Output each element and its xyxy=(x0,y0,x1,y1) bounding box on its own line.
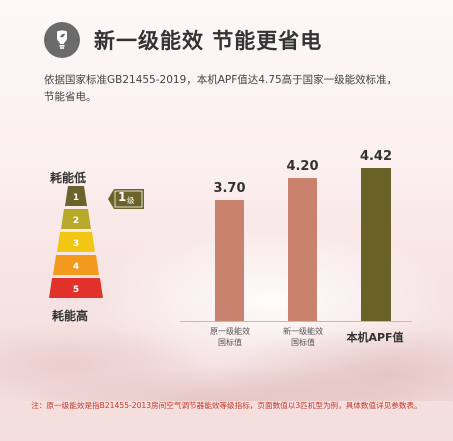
bar-this-unit-apf xyxy=(361,168,391,321)
level-band-5 xyxy=(49,278,103,298)
leaf-bulb-icon xyxy=(44,22,80,58)
current-level-unit: 级 xyxy=(127,196,135,205)
current-level-number: 1 xyxy=(118,190,127,204)
category-label-line: 新一级能效 xyxy=(283,327,323,336)
category-label-this-unit: 本机APF值 xyxy=(346,331,404,344)
category-label-line: 原一级能效 xyxy=(210,327,250,336)
level-band-2 xyxy=(61,209,91,229)
level-1-label: 1 xyxy=(73,193,79,203)
level-band-4 xyxy=(53,255,99,275)
current-level-tag xyxy=(108,189,144,209)
footnote: 注：原一级能效是指B21455-2013房间空气调节器能效等级指标，页面数值以3… xyxy=(31,401,422,410)
bar-old-standard xyxy=(215,200,244,321)
category-label-new-standard: 新一级能效 国标值 xyxy=(263,326,343,348)
level-3-label: 3 xyxy=(73,239,79,249)
level-4-label: 4 xyxy=(73,262,79,272)
page-title: 新一级能效 节能更省电 xyxy=(94,29,323,53)
chart-baseline xyxy=(180,321,412,322)
level-2-label: 2 xyxy=(73,216,79,226)
low-consumption-label: 耗能低 xyxy=(50,171,87,185)
high-consumption-label: 耗能高 xyxy=(52,309,89,323)
bar-new-standard xyxy=(288,177,317,321)
level-5-label: 5 xyxy=(73,285,79,295)
description-text: 依据国家标准GB21455-2019，本机APF值达4.75高于国家一级能效标准… xyxy=(44,74,398,103)
category-label-line: 国标值 xyxy=(291,338,315,347)
bar-value-old-standard: 3.70 xyxy=(213,181,246,197)
bar-value-new-standard: 4.20 xyxy=(286,158,319,174)
category-label-old-standard: 原一级能效 国标值 xyxy=(190,326,270,348)
level-band-3 xyxy=(57,232,95,252)
bar-value-this-unit: 4.42 xyxy=(359,149,393,165)
level-band-1 xyxy=(65,186,87,206)
category-label-line: 国标值 xyxy=(218,338,242,347)
efficiency-pyramid: 1 2 3 4 5 xyxy=(49,186,103,298)
